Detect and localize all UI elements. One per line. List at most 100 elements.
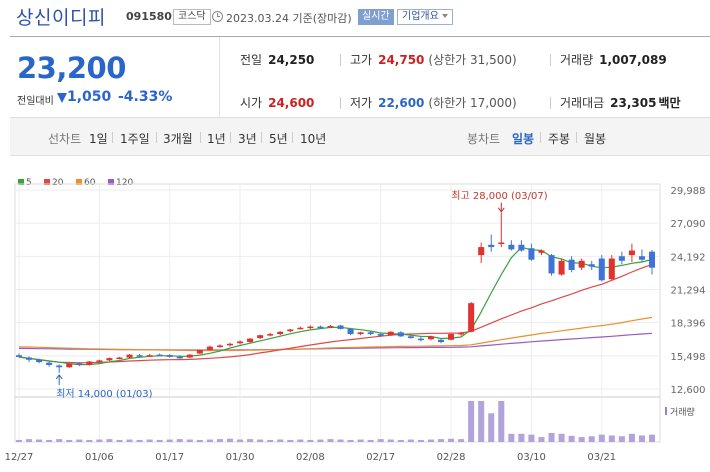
candle-body (478, 247, 485, 256)
x-tick-label: 03/10 (517, 452, 546, 463)
legend-label: 120 (116, 178, 134, 188)
volume-bar (407, 439, 414, 442)
candle-daily[interactable]: 일봉 (512, 132, 535, 146)
change-percent: -4.33% (118, 89, 173, 105)
change-value: 1,050 (67, 89, 112, 105)
volume-bar (347, 439, 354, 442)
amount-value: 23,305 (610, 96, 657, 110)
volume-bar (176, 439, 183, 442)
volume-bar (76, 439, 83, 442)
volume-bar (116, 439, 123, 442)
volume-bar (196, 439, 203, 442)
volume-bar (598, 434, 605, 442)
candle-body (437, 339, 445, 343)
period-1d[interactable]: 1일 (89, 132, 108, 146)
candle-body (287, 329, 294, 332)
clock-icon (212, 11, 223, 22)
candle-body (297, 327, 304, 330)
open-value: 24,600 (268, 96, 315, 110)
candle-body (347, 328, 354, 335)
high-value: 24,750 (378, 53, 425, 67)
volume-bar (548, 432, 555, 442)
candle-body (166, 355, 173, 357)
period-5y[interactable]: 5년 (269, 132, 288, 146)
ma20-line (18, 264, 653, 364)
volume-bar (437, 439, 445, 442)
low-stat: 저가 22,600 (하한가 17,000) (350, 94, 517, 111)
candle-body (448, 334, 455, 340)
prev-close-label: 전일 (240, 53, 263, 67)
volume-bar (56, 439, 63, 442)
legend-swatch (18, 179, 24, 185)
volume-bar (377, 439, 384, 442)
candle-body (56, 365, 63, 368)
y-tick-label: 24,192 (671, 252, 706, 263)
divider (230, 132, 231, 143)
stock-chart[interactable]: 5 20 60 120 29,988 27,090 24,192 21,294 18,3… (0, 156, 710, 472)
x-tick-label: 12/27 (5, 452, 34, 463)
y-tick-label: 21,294 (671, 286, 706, 297)
period-10y[interactable]: 10년 (300, 132, 327, 146)
stock-name: 상신이디피 (16, 7, 106, 29)
stock-code: 091580 (126, 10, 172, 23)
volume-bar (508, 433, 515, 442)
min-arrow-icon (55, 374, 63, 380)
volume-bar (15, 439, 23, 442)
candle-body (307, 326, 314, 329)
min-annotation: 최저 14,000 (01/03) (56, 388, 152, 400)
candle-body (648, 251, 656, 268)
volume-bar (36, 439, 43, 442)
divider (576, 132, 577, 143)
legend-ma20: 20 (44, 178, 63, 188)
candle-body (15, 355, 23, 357)
open-stat: 시가 24,600 (240, 94, 314, 111)
lower-limit: (하한가 17,000) (428, 96, 517, 110)
period-1w[interactable]: 1주일 (120, 132, 150, 146)
prev-close-stat: 전일 24,250 (240, 51, 314, 68)
company-overview-button[interactable]: 기업개요 (397, 9, 453, 25)
x-tick-label: 01/06 (85, 452, 114, 463)
candle-body (36, 359, 43, 363)
candle-body (86, 361, 93, 365)
candle-body (46, 362, 53, 365)
price-panel: 23,200 전일대비 1,050 -4.33% 전일 24,250 고가 24,7… (10, 36, 710, 118)
volume-bar (287, 439, 294, 442)
stock-header: 상신이디피 091580 코스닥 2023.03.24 기준(장마감) 실시간 … (0, 0, 710, 36)
candle-body (638, 256, 645, 260)
volume-bar (498, 401, 505, 442)
period-3m[interactable]: 3개월 (163, 132, 193, 146)
candle-body (156, 354, 163, 357)
volume-bar (307, 439, 314, 442)
amount-label: 거래대금 (560, 96, 605, 110)
volume-bar (216, 439, 223, 442)
period-3y[interactable]: 3년 (238, 132, 257, 146)
volume-bar (96, 439, 103, 442)
volume-value: 1,007,089 (599, 53, 667, 67)
candle-body (136, 355, 143, 357)
candle-body (458, 332, 465, 335)
realtime-button[interactable]: 실시간 (358, 9, 394, 25)
candle-chart-label: 봉차트 (467, 132, 501, 146)
period-1y[interactable]: 1년 (207, 132, 226, 146)
period-bar: 선차트 1일 1주일 3개월 1년 3년 5년 10년 봉차트 일봉 주봉 월봉 (10, 118, 710, 156)
candle-body (317, 326, 324, 329)
volume-bar (226, 438, 234, 442)
candle-weekly[interactable]: 주봉 (548, 132, 571, 146)
volume-bar (126, 439, 133, 442)
high-stat: 고가 24,750 (상한가 31,500) (350, 51, 517, 68)
volume-bar (327, 439, 334, 442)
base-date: 2023.03.24 기준(장마감) (226, 12, 352, 25)
volume-bar (237, 439, 244, 442)
x-tick-label: 02/17 (366, 452, 395, 463)
legend-label: 5 (26, 178, 32, 188)
volume-bar (608, 435, 615, 442)
candle-body (277, 331, 284, 335)
candle-body (498, 242, 505, 245)
candle-body (76, 363, 83, 365)
candle-monthly[interactable]: 월봉 (584, 132, 607, 146)
volume-bar (458, 439, 465, 442)
volume-bar (417, 439, 424, 442)
volume-bar (26, 439, 33, 442)
candle-body (528, 248, 535, 260)
candle-body (106, 358, 113, 361)
